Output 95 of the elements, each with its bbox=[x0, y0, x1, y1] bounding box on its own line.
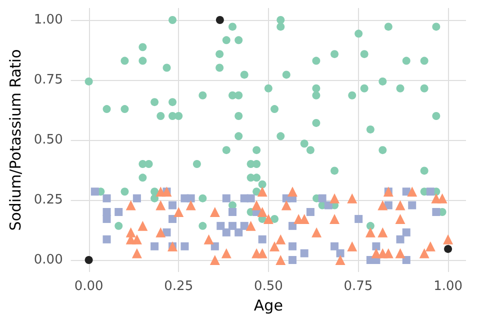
y-tick-label: 0.25 bbox=[34, 192, 63, 208]
point bbox=[378, 227, 388, 238]
point bbox=[210, 242, 219, 250]
point bbox=[396, 235, 404, 244]
y-tick-label: 0.00 bbox=[34, 252, 63, 268]
point bbox=[354, 214, 363, 223]
point bbox=[324, 201, 332, 210]
point bbox=[186, 200, 196, 210]
point bbox=[240, 222, 248, 230]
point bbox=[312, 227, 322, 238]
point bbox=[162, 228, 171, 236]
point bbox=[228, 222, 236, 230]
point bbox=[318, 194, 326, 202]
point bbox=[102, 235, 111, 244]
point bbox=[228, 208, 236, 216]
point bbox=[407, 186, 418, 197]
point bbox=[408, 201, 416, 210]
point bbox=[102, 214, 111, 223]
point bbox=[276, 255, 286, 265]
point bbox=[216, 222, 225, 230]
point bbox=[132, 234, 142, 244]
point bbox=[150, 242, 159, 250]
point bbox=[402, 228, 410, 236]
point bbox=[168, 201, 177, 210]
point bbox=[138, 220, 148, 231]
x-tick-label: 1.00 bbox=[434, 279, 463, 294]
y-tick-label: 1.00 bbox=[34, 12, 63, 28]
point bbox=[132, 194, 141, 202]
point bbox=[257, 248, 268, 258]
point bbox=[432, 208, 440, 216]
y-axis-title: Sodium/Potassium Ratio bbox=[6, 49, 24, 231]
point bbox=[180, 242, 189, 250]
point bbox=[426, 188, 434, 196]
point bbox=[168, 214, 177, 223]
y-tick-label: 0.75 bbox=[34, 72, 63, 88]
point bbox=[222, 194, 230, 202]
point bbox=[132, 248, 142, 258]
point bbox=[281, 200, 292, 210]
point bbox=[222, 228, 230, 236]
point bbox=[347, 241, 358, 252]
point bbox=[288, 222, 296, 230]
point bbox=[383, 248, 394, 258]
point bbox=[444, 244, 452, 253]
point bbox=[443, 234, 454, 244]
x-tick-label: 0.25 bbox=[164, 279, 194, 294]
point bbox=[221, 248, 232, 258]
point bbox=[270, 241, 280, 252]
point bbox=[263, 214, 274, 224]
point bbox=[114, 208, 123, 216]
point bbox=[288, 256, 296, 264]
point bbox=[378, 200, 388, 210]
point bbox=[257, 207, 268, 217]
point bbox=[156, 200, 166, 210]
point bbox=[210, 255, 220, 265]
point bbox=[246, 194, 255, 202]
point bbox=[330, 214, 340, 224]
point bbox=[234, 228, 243, 236]
x-tick-label: 0.75 bbox=[344, 279, 373, 294]
y-tick-label: 0.50 bbox=[34, 132, 63, 148]
point bbox=[336, 249, 344, 258]
point bbox=[395, 200, 406, 210]
point bbox=[258, 235, 266, 244]
point bbox=[288, 242, 296, 250]
point bbox=[425, 241, 436, 252]
point bbox=[287, 186, 298, 197]
point bbox=[252, 200, 262, 210]
point bbox=[395, 214, 406, 224]
point bbox=[330, 193, 340, 204]
point bbox=[347, 193, 358, 204]
point bbox=[216, 16, 224, 24]
point bbox=[335, 255, 346, 265]
point bbox=[84, 256, 93, 264]
point bbox=[246, 220, 256, 231]
point bbox=[102, 194, 111, 202]
point bbox=[395, 248, 406, 258]
x-tick-label: 0.50 bbox=[254, 279, 283, 294]
point bbox=[330, 242, 339, 250]
point bbox=[300, 249, 308, 258]
point bbox=[204, 234, 214, 244]
point bbox=[419, 248, 430, 258]
x-axis-title: Age bbox=[254, 296, 283, 314]
point bbox=[156, 227, 166, 238]
point bbox=[437, 193, 448, 204]
point bbox=[402, 256, 410, 264]
x-tick-label: 0.00 bbox=[74, 279, 104, 294]
point bbox=[210, 207, 220, 217]
point bbox=[365, 227, 376, 238]
point bbox=[126, 200, 136, 210]
point bbox=[306, 208, 314, 216]
point bbox=[257, 186, 268, 197]
point bbox=[276, 234, 286, 244]
point bbox=[372, 242, 380, 250]
point bbox=[186, 194, 195, 202]
point bbox=[90, 188, 99, 196]
point bbox=[174, 207, 184, 217]
